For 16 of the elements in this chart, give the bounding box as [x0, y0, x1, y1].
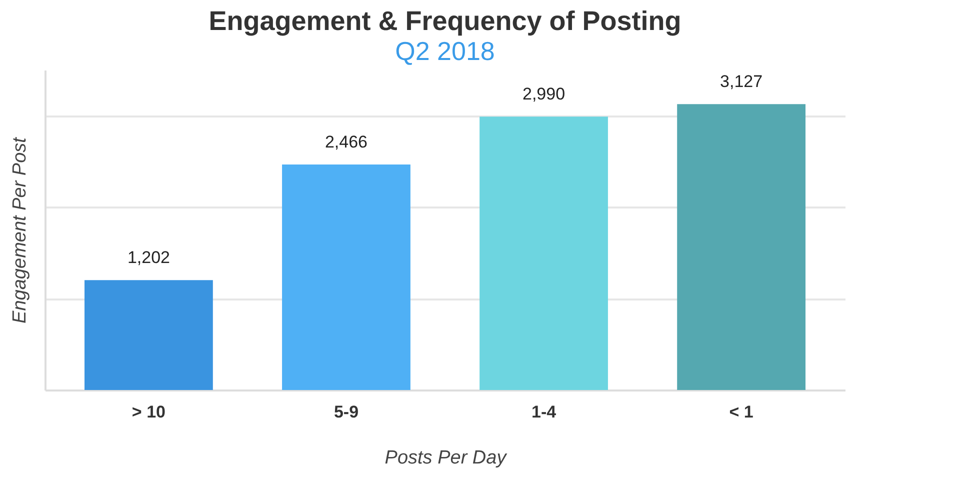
data-label: 2,990 — [522, 84, 566, 104]
bar — [282, 164, 410, 390]
chart-title: Engagement & Frequency of Posting — [208, 6, 682, 36]
x-tick-label: 1-4 — [531, 402, 557, 422]
data-label: 1,202 — [127, 248, 170, 268]
bar — [677, 104, 806, 390]
bar — [480, 116, 608, 390]
y-axis-title: Engagement Per Post — [10, 136, 30, 324]
data-label: 2,466 — [324, 132, 368, 152]
chart-subtitle: Q2 2018 — [395, 36, 495, 66]
x-axis-title: Posts Per Day — [384, 448, 508, 468]
x-tick-label: < 1 — [729, 402, 754, 422]
x-tick-label: 5-9 — [334, 402, 359, 422]
bar — [84, 280, 213, 390]
x-tick-label: > 10 — [132, 402, 166, 422]
data-label: 3,127 — [720, 72, 763, 92]
